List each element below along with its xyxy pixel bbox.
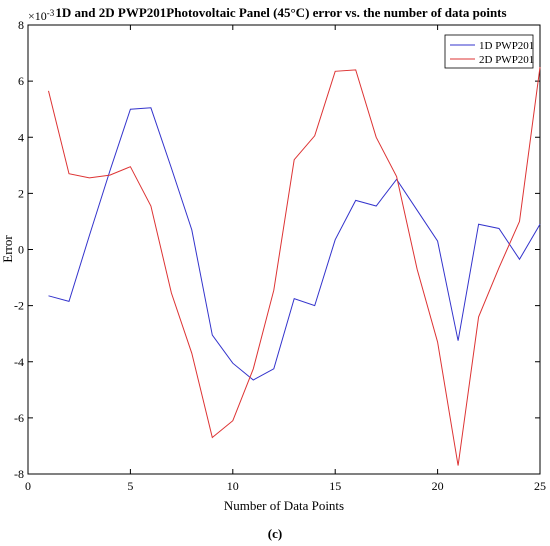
x-tick-label: 10 xyxy=(227,479,239,493)
series-line-2d xyxy=(48,67,541,466)
legend-box xyxy=(444,34,534,69)
y-tick-label: 4 xyxy=(18,130,24,144)
y-axis-label: Error xyxy=(0,235,15,263)
y-tick-label: 0 xyxy=(18,243,24,257)
y-tick-label: -4 xyxy=(14,355,24,369)
y-tick-label: -6 xyxy=(14,411,24,425)
y-tick-label: 8 xyxy=(18,18,24,32)
x-tick-label: 0 xyxy=(25,479,31,493)
x-tick-label: 25 xyxy=(534,479,546,493)
svg-text:×10-3: ×10-3 xyxy=(28,8,55,23)
y-tick-label: 2 xyxy=(18,186,24,200)
x-tick-label: 15 xyxy=(329,479,341,493)
y-tick-label: 6 xyxy=(18,74,24,88)
y-tick-label: -2 xyxy=(14,299,24,313)
x-tick-label: 5 xyxy=(127,479,133,493)
plot-area-frame xyxy=(27,24,541,475)
exponent-base: ×10 xyxy=(28,9,47,23)
figure-caption: (c) xyxy=(267,526,283,541)
y-tick-label: -8 xyxy=(14,467,24,481)
series-line-1d xyxy=(48,107,541,381)
chart-title: 1D and 2D PWP201Photovoltaic Panel (45°C… xyxy=(55,5,506,20)
y-axis-ticks: -8 -6 -4 -2 0 2 4 6 8 xyxy=(14,18,540,481)
legend: 1D PWP201 2D PWP201 xyxy=(444,34,534,69)
exponent-power: -3 xyxy=(47,8,55,18)
x-tick-label: 20 xyxy=(432,479,444,493)
legend-label: 1D PWP201 xyxy=(479,40,534,52)
series-lines xyxy=(48,67,541,466)
x-axis-label: Number of Data Points xyxy=(224,498,344,513)
x-axis-ticks: 0 5 10 15 20 25 xyxy=(25,25,546,493)
y-axis-exponent-label: ×10-3 xyxy=(28,8,55,23)
legend-label: 2D PWP201 xyxy=(479,54,534,66)
